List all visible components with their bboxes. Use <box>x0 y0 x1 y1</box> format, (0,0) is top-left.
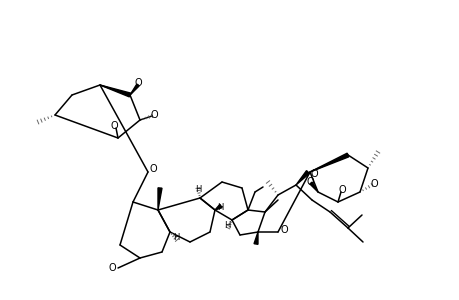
Text: O: O <box>369 179 377 189</box>
Text: H: H <box>224 220 230 230</box>
Text: O: O <box>280 225 287 235</box>
Text: O: O <box>110 121 118 131</box>
Text: H: H <box>173 232 179 242</box>
Text: O: O <box>150 110 157 120</box>
Polygon shape <box>295 171 309 185</box>
Polygon shape <box>100 85 130 97</box>
Text: O: O <box>149 164 157 174</box>
Text: H: H <box>195 185 201 194</box>
Text: H: H <box>216 203 223 212</box>
Text: O: O <box>306 177 313 187</box>
Polygon shape <box>130 84 139 95</box>
Text: O: O <box>309 169 317 179</box>
Text: O: O <box>134 78 141 88</box>
Text: O: O <box>337 185 345 195</box>
Polygon shape <box>214 204 222 210</box>
Polygon shape <box>309 153 348 172</box>
Polygon shape <box>309 182 317 192</box>
Polygon shape <box>157 188 162 210</box>
Text: O: O <box>108 263 116 273</box>
Polygon shape <box>253 232 257 244</box>
